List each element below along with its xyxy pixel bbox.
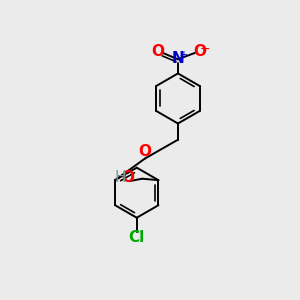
Text: +: + bbox=[179, 50, 187, 60]
Text: H: H bbox=[115, 170, 126, 185]
Text: O: O bbox=[152, 44, 164, 59]
Text: O: O bbox=[121, 170, 134, 185]
Text: O: O bbox=[139, 145, 152, 160]
Text: −: − bbox=[200, 43, 210, 56]
Text: O: O bbox=[193, 44, 206, 59]
Text: Cl: Cl bbox=[129, 230, 145, 245]
Text: N: N bbox=[172, 51, 184, 66]
